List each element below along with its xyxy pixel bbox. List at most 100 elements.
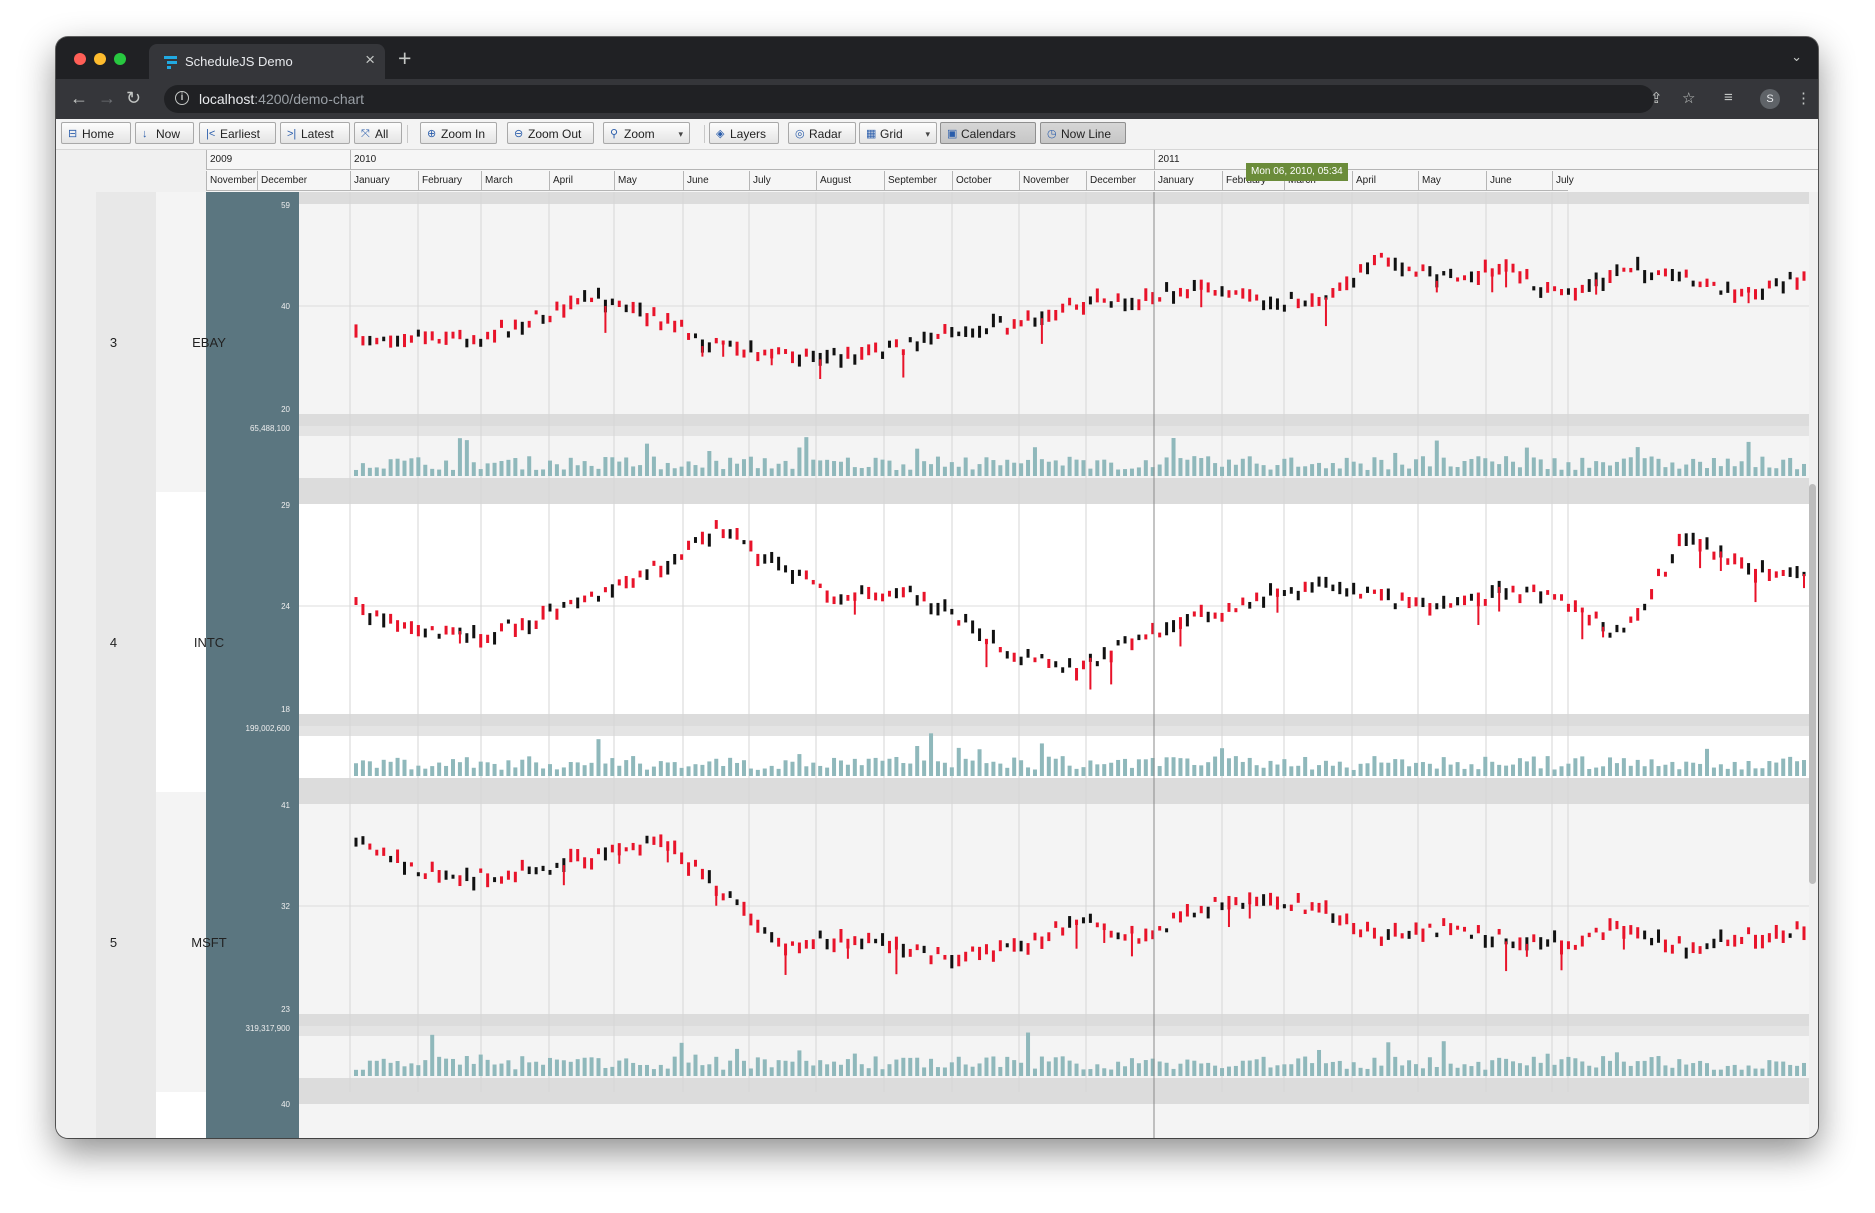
now-button[interactable]: ↓ Now — [135, 122, 194, 144]
timeline-month[interactable]: December — [1086, 171, 1154, 191]
timeline-month[interactable]: May — [1418, 171, 1486, 191]
site-info-icon[interactable]: i — [175, 91, 189, 105]
volume-bar — [1711, 457, 1716, 476]
volume-bar — [1060, 465, 1065, 476]
timeline-month[interactable]: March — [481, 171, 549, 191]
reload-icon[interactable]: ↻ — [126, 88, 142, 108]
candle — [901, 587, 905, 598]
timeline-month[interactable]: June — [1486, 171, 1552, 191]
price-axis-tick: 24 — [281, 602, 290, 611]
tab-search-chevron-icon[interactable]: ⌄ — [1791, 49, 1802, 64]
candle-wick — [1075, 922, 1078, 949]
candle — [1255, 294, 1259, 301]
timeline-month[interactable]: December — [257, 171, 350, 191]
candle — [673, 554, 677, 565]
close-window-button[interactable] — [74, 53, 86, 65]
volume-bar — [1123, 469, 1128, 476]
band-edge — [299, 492, 1809, 504]
candle — [1393, 603, 1397, 610]
bookmark-star-icon[interactable]: ☆ — [1682, 90, 1696, 107]
grid-dropdown-button[interactable]: ▦ Grid ▾ — [859, 122, 937, 144]
close-tab-icon[interactable]: × — [365, 50, 375, 69]
zoom-in-button[interactable]: ⊕ Zoom In — [420, 122, 497, 144]
volume-bar — [1497, 764, 1502, 776]
timeline-month[interactable]: January — [350, 171, 418, 191]
candle — [1795, 277, 1799, 290]
volume-bar — [1337, 761, 1342, 776]
timeline-year[interactable]: 2011 — [1154, 150, 1818, 170]
address-bar[interactable]: i localhost:4200/demo-chart — [164, 85, 1654, 113]
candle — [1615, 264, 1619, 277]
volume-bar — [644, 443, 649, 476]
url-text[interactable]: localhost:4200/demo-chart — [199, 91, 364, 107]
timeline-month[interactable]: July — [1552, 171, 1574, 191]
candle — [354, 597, 358, 605]
volume-bar — [1531, 1056, 1536, 1076]
share-icon[interactable]: ⇪ — [1650, 90, 1663, 107]
timeline-month[interactable]: July — [749, 171, 816, 191]
timeline-month[interactable]: January — [1154, 171, 1222, 191]
candle — [1095, 288, 1099, 303]
minimize-window-button[interactable] — [94, 53, 106, 65]
candle — [1352, 582, 1356, 595]
profile-avatar[interactable]: S — [1760, 89, 1780, 109]
reading-list-icon[interactable]: ≡ — [1724, 89, 1733, 106]
timeline-header[interactable]: November December January February March Apri… — [206, 150, 1818, 192]
timeline-month[interactable]: November — [1019, 171, 1086, 191]
volume-bar — [1753, 1068, 1758, 1076]
timeline-month[interactable]: June — [683, 171, 749, 191]
candle — [610, 844, 614, 853]
timeline-year[interactable]: 2009 — [206, 150, 350, 170]
row-symbol-label[interactable]: INTC — [193, 635, 225, 650]
layers-button[interactable]: ◈ Layers — [709, 122, 779, 144]
radar-button[interactable]: ◎ Radar — [788, 122, 856, 144]
timeline-month[interactable]: October — [952, 171, 1019, 191]
candle — [1691, 942, 1695, 954]
new-tab-icon[interactable]: + — [398, 45, 412, 71]
candle — [1220, 902, 1224, 911]
row-symbol-label[interactable]: MSFT — [191, 935, 227, 950]
candle — [396, 849, 400, 864]
browser-tab[interactable]: ScheduleJS Demo × — [149, 44, 385, 79]
timeline-month[interactable]: May — [614, 171, 683, 191]
candle — [1643, 603, 1647, 611]
forward-icon[interactable]: → — [98, 88, 116, 108]
timeline-month[interactable]: April — [549, 171, 614, 191]
volume-bar — [1517, 1063, 1522, 1076]
candle — [1019, 320, 1023, 327]
volume-bar — [1628, 457, 1633, 476]
all-button[interactable]: ⤧ All — [354, 122, 402, 144]
vertical-scrollbar[interactable] — [1809, 484, 1816, 884]
tab-strip: ScheduleJS Demo × + ⌄ — [56, 37, 1818, 79]
row-symbol-label[interactable]: EBAY — [192, 335, 226, 350]
earliest-button[interactable]: |< Earliest — [199, 122, 276, 144]
zoom-dropdown-button[interactable]: ⚲ Zoom ▾ — [603, 122, 690, 144]
volume-bar — [852, 467, 857, 476]
candle — [1109, 301, 1113, 308]
back-icon[interactable]: ← — [70, 88, 88, 108]
candle — [1650, 272, 1654, 281]
volume-bar — [1303, 466, 1308, 476]
volume-bar — [776, 768, 781, 776]
timeline-month[interactable]: February — [418, 171, 481, 191]
candle — [1296, 590, 1300, 601]
candle — [659, 565, 663, 578]
home-button[interactable]: ⊟ Home — [61, 122, 131, 144]
timeline-month[interactable]: November — [206, 171, 257, 191]
timeline-month[interactable]: September — [884, 171, 952, 191]
latest-button[interactable]: >| Latest — [280, 122, 350, 144]
timeline-month[interactable]: August — [816, 171, 884, 191]
chart-canvas[interactable] — [56, 192, 1818, 1138]
calendars-button[interactable]: ▣ Calendars — [940, 122, 1036, 144]
more-menu-icon[interactable]: ⋮ — [1796, 90, 1811, 107]
timeline-month[interactable]: April — [1352, 171, 1418, 191]
candle-wick — [1505, 265, 1508, 288]
volume-bar — [762, 458, 767, 476]
timeline-year[interactable]: 2010 — [350, 150, 1154, 170]
zoom-out-button[interactable]: ⊖ Zoom Out — [507, 122, 594, 144]
candle — [1532, 286, 1536, 291]
now-line-button[interactable]: ◷ Now Line — [1040, 122, 1126, 144]
header-spacer — [56, 150, 206, 192]
maximize-window-button[interactable] — [114, 53, 126, 65]
candle — [1088, 296, 1092, 305]
